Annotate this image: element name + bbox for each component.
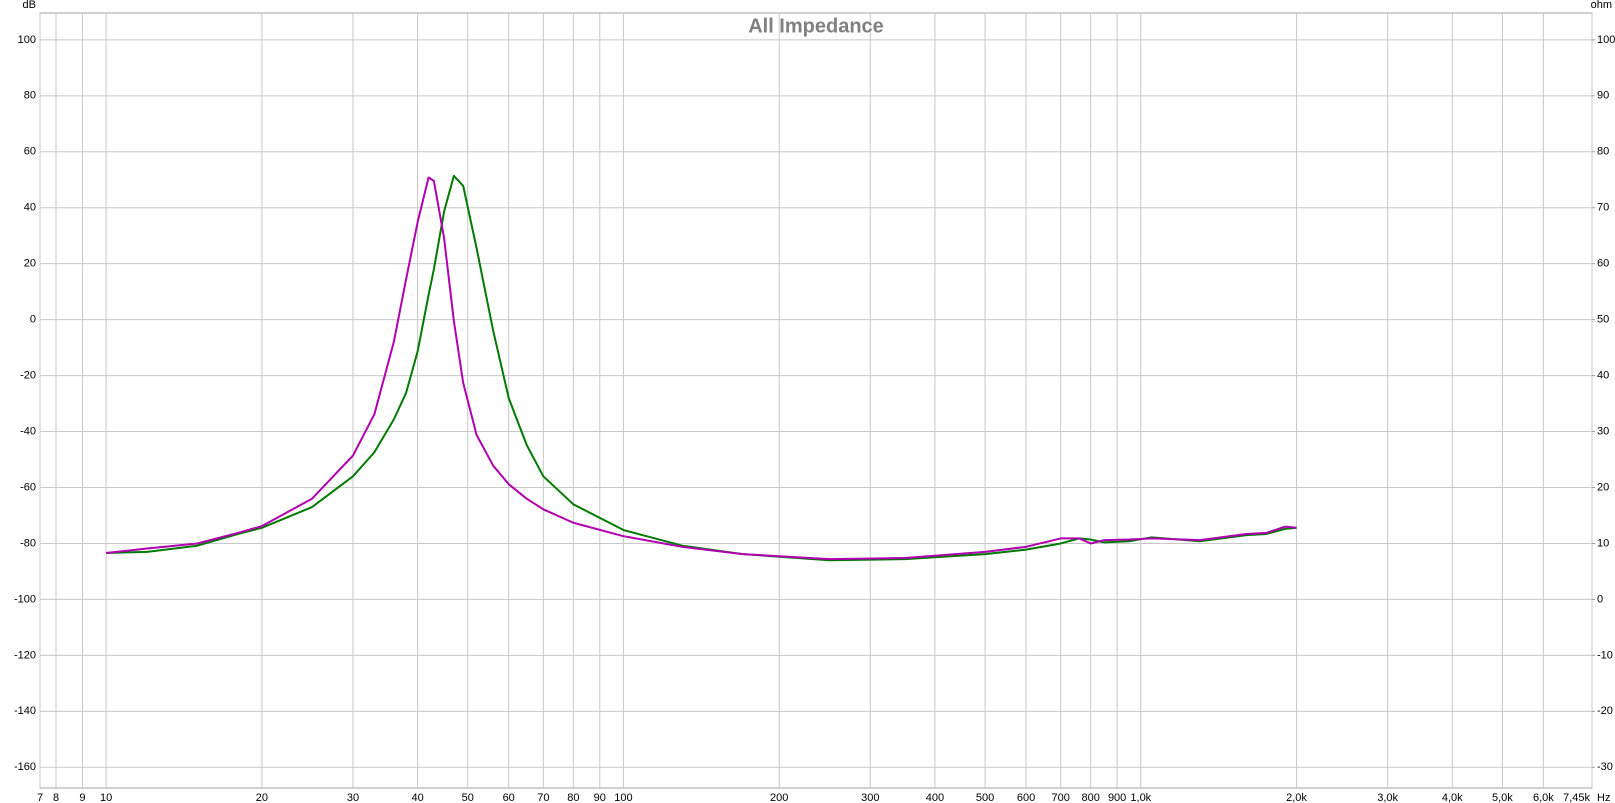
x-tick-label: 9 — [79, 792, 85, 803]
x-tick-label: 60 — [503, 792, 515, 803]
y-tick-label: -20 — [20, 370, 36, 382]
y2-tick-label: 30 — [1597, 425, 1609, 437]
y2-tick-label: 90 — [1597, 90, 1609, 102]
x-tick-label: 1,0k — [1130, 792, 1151, 803]
y2-tick-label: -20 — [1597, 705, 1613, 717]
y-unit: dB — [23, 0, 36, 11]
y2-tick-label: 10 — [1597, 537, 1609, 549]
y-tick-label: -80 — [20, 537, 36, 549]
y-tick-label: -120 — [14, 649, 36, 661]
x-tick-label: 90 — [594, 792, 606, 803]
x-tick-label: 6,0k — [1533, 792, 1554, 803]
y-tick-label: -160 — [14, 761, 36, 773]
x-tick-label: 3,0k — [1377, 792, 1398, 803]
x-tick-label: 800 — [1081, 792, 1099, 803]
x-tick-label: 10 — [100, 792, 112, 803]
y-tick-label: -140 — [14, 705, 36, 717]
y2-tick-label: 60 — [1597, 258, 1609, 270]
x-tick-label: 30 — [347, 792, 359, 803]
x-tick-label: 5,0k — [1492, 792, 1513, 803]
y-tick-label: -60 — [20, 481, 36, 493]
y-tick-label: 0 — [30, 314, 36, 326]
y-tick-label: 60 — [24, 146, 36, 158]
y2-unit: ohm — [1591, 0, 1612, 11]
x-tick-label: 50 — [462, 792, 474, 803]
x-tick-label: 700 — [1051, 792, 1069, 803]
x-unit: Hz — [1597, 792, 1610, 803]
y2-tick-label: 70 — [1597, 202, 1609, 214]
x-tick-label: 7 — [37, 792, 43, 803]
x-tick-label: 200 — [770, 792, 788, 803]
x-tick-label: 8 — [53, 792, 59, 803]
plot-area — [39, 12, 1593, 789]
x-tick-label: 900 — [1108, 792, 1126, 803]
y-tick-label: -40 — [20, 425, 36, 437]
x-tick-label: 2,0k — [1286, 792, 1307, 803]
x-tick-label: 400 — [926, 792, 944, 803]
x-tick-label: 20 — [256, 792, 268, 803]
x-tick-label: 4,0k — [1442, 792, 1463, 803]
y-tick-label: 100 — [18, 34, 36, 46]
y-tick-label: -100 — [14, 593, 36, 605]
x-tick-label: 70 — [537, 792, 549, 803]
y2-tick-label: 100 — [1597, 34, 1615, 46]
x-tick-label: 80 — [567, 792, 579, 803]
x-tick-label: 100 — [614, 792, 632, 803]
x-tick-label: 40 — [411, 792, 423, 803]
series-line — [106, 176, 1297, 561]
y2-tick-label: -10 — [1597, 649, 1613, 661]
y2-tick-label: 50 — [1597, 314, 1609, 326]
y2-tick-label: 20 — [1597, 481, 1609, 493]
y-tick-label: 80 — [24, 90, 36, 102]
y2-tick-label: 40 — [1597, 370, 1609, 382]
x-tick-label: 7,45k — [1563, 792, 1590, 803]
y2-tick-label: -30 — [1597, 761, 1613, 773]
x-tick-label: 500 — [976, 792, 994, 803]
y2-tick-label: 80 — [1597, 146, 1609, 158]
x-tick-label: 300 — [861, 792, 879, 803]
series-line — [106, 174, 1297, 562]
y2-tick-label: 0 — [1597, 593, 1603, 605]
chart-title: All Impedance — [748, 15, 884, 37]
y-tick-label: 40 — [24, 202, 36, 214]
x-tick-label: 600 — [1017, 792, 1035, 803]
y-tick-label: 20 — [24, 258, 36, 270]
